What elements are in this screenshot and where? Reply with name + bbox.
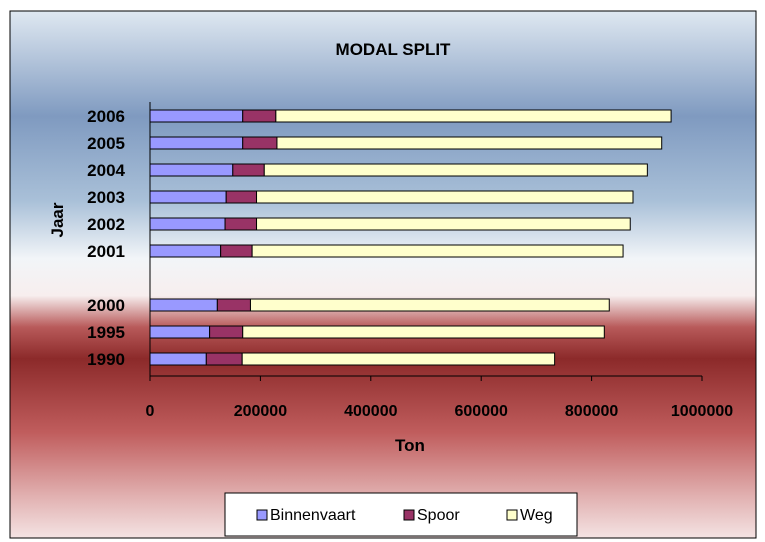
legend-box bbox=[224, 492, 578, 537]
bar-spoor-2000 bbox=[216, 298, 251, 312]
y-tick-label: 1995 bbox=[87, 323, 125, 342]
y-tick-label: 2001 bbox=[87, 242, 125, 261]
bar-spoor-1995 bbox=[209, 325, 244, 339]
bar-weg-2003 bbox=[256, 190, 634, 204]
bar-weg-2001 bbox=[251, 244, 624, 258]
legend-label-spoor: Spoor bbox=[417, 507, 460, 524]
bar-weg-1995 bbox=[242, 325, 605, 339]
bar-spoor-2003 bbox=[225, 190, 258, 204]
bar-binnenvaart-2006 bbox=[149, 109, 244, 123]
bar-spoor-2006 bbox=[242, 109, 277, 123]
y-tick-label: 2005 bbox=[87, 134, 125, 153]
legend-swatch-spoor bbox=[403, 509, 415, 521]
legend-swatch-weg bbox=[506, 509, 518, 521]
x-tick-label: 400000 bbox=[344, 403, 397, 420]
bar-spoor-1990 bbox=[205, 352, 243, 366]
bar-spoor-2004 bbox=[232, 163, 265, 177]
legend: Binnenvaart Spoor Weg bbox=[224, 492, 578, 537]
bar-binnenvaart-1990 bbox=[149, 352, 207, 366]
bar-spoor-2005 bbox=[242, 136, 278, 150]
y-tick-label: 2004 bbox=[87, 161, 125, 180]
x-tick-label: 1000000 bbox=[671, 403, 733, 420]
x-axis-title: Ton bbox=[395, 436, 425, 455]
y-tick-label: 2003 bbox=[87, 188, 125, 207]
bar-spoor-2001 bbox=[220, 244, 253, 258]
bar-binnenvaart-1995 bbox=[149, 325, 211, 339]
y-tick-label: 1990 bbox=[87, 350, 125, 369]
legend-label-binnenvaart: Binnenvaart bbox=[270, 507, 356, 524]
bar-binnenvaart-2002 bbox=[149, 217, 226, 231]
bar-binnenvaart-2000 bbox=[149, 298, 218, 312]
y-axis-title: Jaar bbox=[48, 202, 67, 237]
bar-weg-2005 bbox=[276, 136, 663, 150]
legend-label-weg: Weg bbox=[520, 507, 553, 524]
bar-binnenvaart-2003 bbox=[149, 190, 227, 204]
chart-title: MODAL SPLIT bbox=[336, 40, 452, 59]
y-tick-label: 2002 bbox=[87, 215, 125, 234]
bar-binnenvaart-2001 bbox=[149, 244, 222, 258]
y-tick-label: 2000 bbox=[87, 296, 125, 315]
axes: 0 200000 400000 600000 800000 1000000 2006 2005… bbox=[87, 102, 733, 420]
bar-weg-2002 bbox=[256, 217, 631, 231]
bar-weg-1990 bbox=[241, 352, 556, 366]
bar-binnenvaart-2005 bbox=[149, 136, 244, 150]
x-tick-label: 600000 bbox=[455, 403, 508, 420]
bar-weg-2006 bbox=[275, 109, 672, 123]
bar-binnenvaart-2004 bbox=[149, 163, 234, 177]
x-tick-label: 200000 bbox=[234, 403, 287, 420]
y-tick-label: 2006 bbox=[87, 107, 125, 126]
plot-area bbox=[149, 109, 672, 366]
bar-spoor-2002 bbox=[224, 217, 258, 231]
x-tick-label: 800000 bbox=[565, 403, 618, 420]
bar-weg-2004 bbox=[263, 163, 648, 177]
x-tick-label: 0 bbox=[146, 403, 155, 420]
legend-swatch-binnenvaart bbox=[256, 509, 268, 521]
bar-weg-2000 bbox=[249, 298, 610, 312]
chart-background bbox=[9, 10, 757, 539]
